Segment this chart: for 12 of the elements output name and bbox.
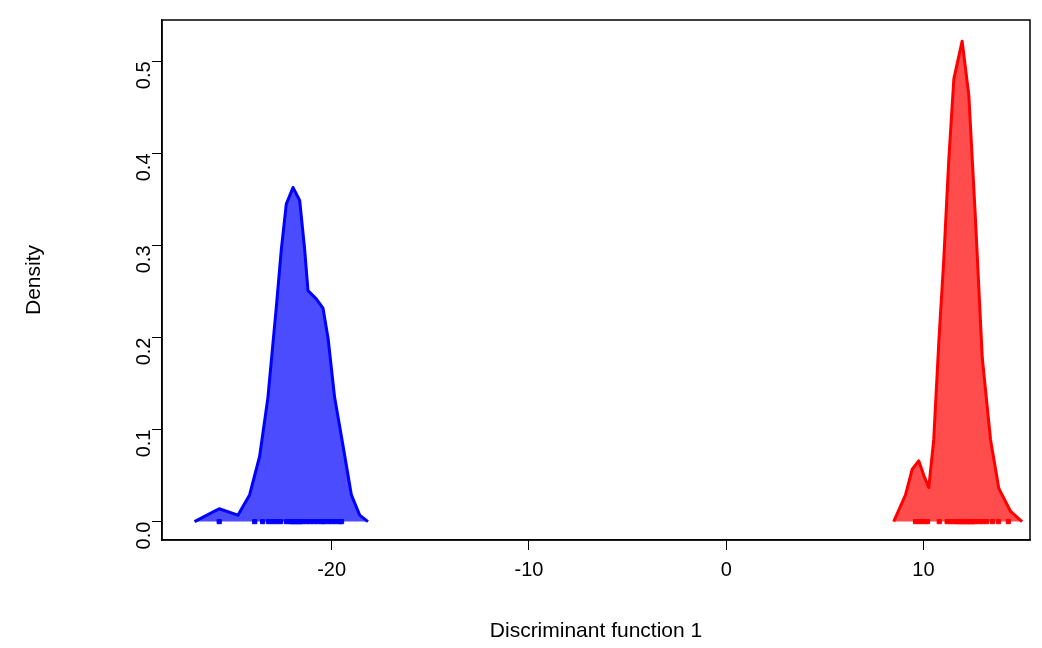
y-tick-label: 0.1 xyxy=(131,429,154,458)
x-tick-label: -10 xyxy=(514,557,544,580)
x-tick-label: 0 xyxy=(720,557,732,580)
y-tick-label: 0.4 xyxy=(131,153,154,182)
y-tick-label: 0.5 xyxy=(131,61,154,90)
y-tick-label: 0.0 xyxy=(131,521,154,550)
y-tick-label: 0.3 xyxy=(131,245,154,274)
x-tick-label: 10 xyxy=(912,557,935,580)
y-tick-label: 0.2 xyxy=(131,337,154,366)
x-tick-label: -20 xyxy=(317,557,347,580)
x-axis-title: Discriminant function 1 xyxy=(489,618,703,642)
y-axis-title: Density xyxy=(21,244,45,316)
